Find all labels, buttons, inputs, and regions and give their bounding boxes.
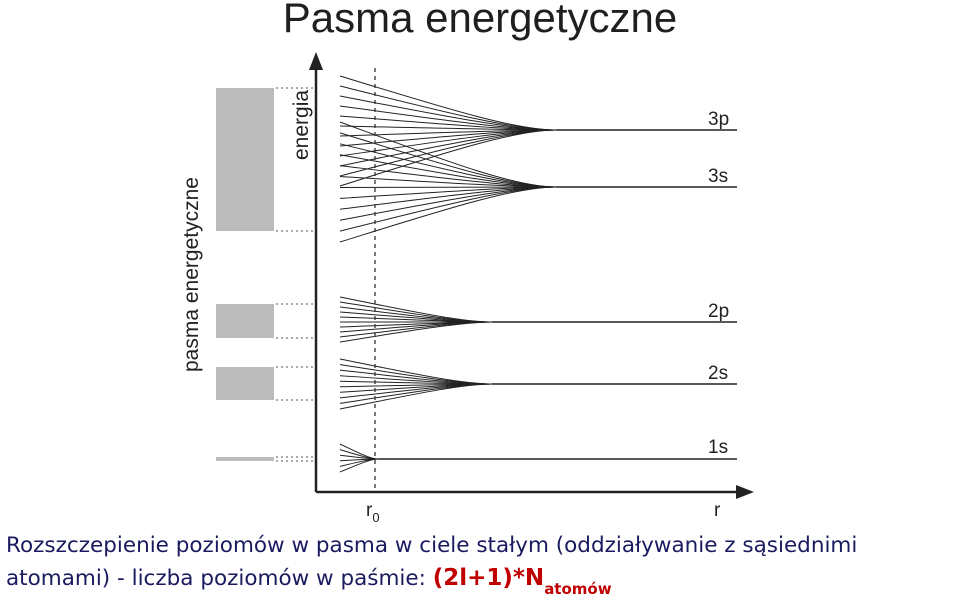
caption: Rozszczepienie poziomów w pasma w ciele …	[6, 530, 958, 604]
split-level-line	[339, 458, 379, 473]
level-3s	[339, 121, 737, 243]
band-splitting-diagram: energia pasma energetyczne r0 r 3p3s2p2s…	[180, 52, 754, 525]
energy-band	[216, 367, 274, 400]
level-2p	[339, 296, 737, 343]
split-level-line	[339, 383, 493, 410]
energy-band	[216, 304, 274, 338]
split-level-line	[339, 454, 379, 460]
energy-band	[216, 457, 274, 461]
distance-axis-arrow-icon	[736, 485, 754, 499]
level-label-3s: 3s	[708, 166, 728, 187]
r0-label-sub: 0	[372, 510, 379, 525]
r0-label: r0	[366, 500, 380, 525]
caption-line-2: atomami) - liczba poziomów w paśmie: (2l…	[6, 562, 958, 604]
level-labels: 3p 3s 2p 2s 1s	[708, 109, 729, 458]
level-1s	[339, 443, 737, 473]
level-label-2p: 2p	[708, 301, 729, 322]
axes	[309, 52, 754, 499]
slide-title: Pasma energetyczne	[282, 0, 678, 41]
formula-subscript: atomów	[544, 580, 612, 598]
split-level-line	[339, 321, 493, 343]
caption-line-2-text: atomami) - liczba poziomów w paśmie:	[6, 566, 433, 591]
formula-main: (2l+1)*N	[432, 565, 545, 591]
energy-band	[216, 88, 274, 231]
split-level-line	[339, 75, 557, 131]
level-fans	[339, 75, 737, 473]
r0-label-main: r	[366, 500, 373, 521]
r-axis-label: r	[714, 500, 721, 521]
level-label-2s: 2s	[708, 363, 728, 384]
energy-axis-arrow-icon	[309, 52, 323, 70]
energy-axis-label: energia	[290, 90, 313, 160]
split-level-line	[339, 129, 557, 187]
bands-axis-label: pasma energetyczne	[180, 177, 203, 372]
caption-line-1: Rozszczepienie poziomów w pasma w ciele …	[6, 533, 858, 558]
band-edge-guides	[276, 87, 314, 462]
energy-bands	[216, 88, 274, 461]
level-3p	[339, 75, 737, 187]
formula: (2l+1)*Natomów	[432, 565, 612, 598]
level-2s	[339, 358, 737, 410]
level-label-1s: 1s	[708, 437, 728, 458]
level-label-3p: 3p	[708, 109, 729, 130]
